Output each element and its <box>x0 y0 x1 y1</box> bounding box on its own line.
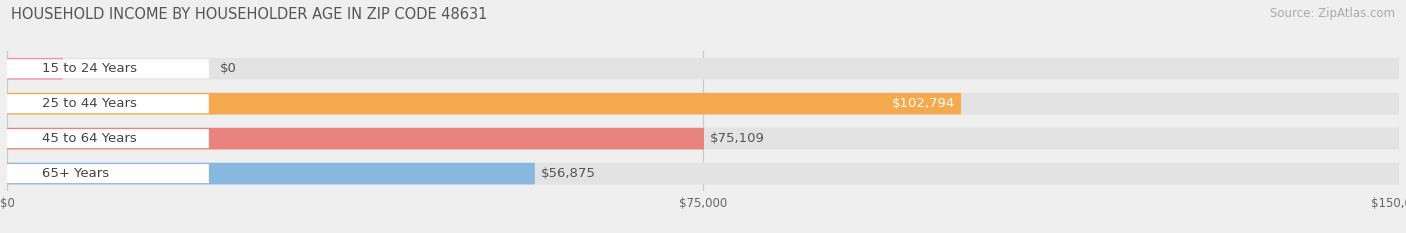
Text: 25 to 44 Years: 25 to 44 Years <box>42 97 136 110</box>
FancyBboxPatch shape <box>7 58 1399 80</box>
FancyBboxPatch shape <box>7 93 1399 115</box>
FancyBboxPatch shape <box>7 129 209 148</box>
FancyBboxPatch shape <box>7 59 209 78</box>
FancyBboxPatch shape <box>7 58 63 80</box>
FancyBboxPatch shape <box>7 163 1399 185</box>
Text: Source: ZipAtlas.com: Source: ZipAtlas.com <box>1270 7 1395 20</box>
FancyBboxPatch shape <box>7 93 960 115</box>
Text: $75,109: $75,109 <box>710 132 765 145</box>
FancyBboxPatch shape <box>7 163 534 185</box>
Text: HOUSEHOLD INCOME BY HOUSEHOLDER AGE IN ZIP CODE 48631: HOUSEHOLD INCOME BY HOUSEHOLDER AGE IN Z… <box>11 7 488 22</box>
FancyBboxPatch shape <box>7 128 704 150</box>
Text: $56,875: $56,875 <box>540 167 595 180</box>
Text: $0: $0 <box>219 62 236 75</box>
FancyBboxPatch shape <box>7 164 209 183</box>
Text: 15 to 24 Years: 15 to 24 Years <box>42 62 136 75</box>
Text: 65+ Years: 65+ Years <box>42 167 108 180</box>
FancyBboxPatch shape <box>7 94 209 113</box>
FancyBboxPatch shape <box>7 128 1399 150</box>
Text: 45 to 64 Years: 45 to 64 Years <box>42 132 136 145</box>
Text: $102,794: $102,794 <box>891 97 955 110</box>
